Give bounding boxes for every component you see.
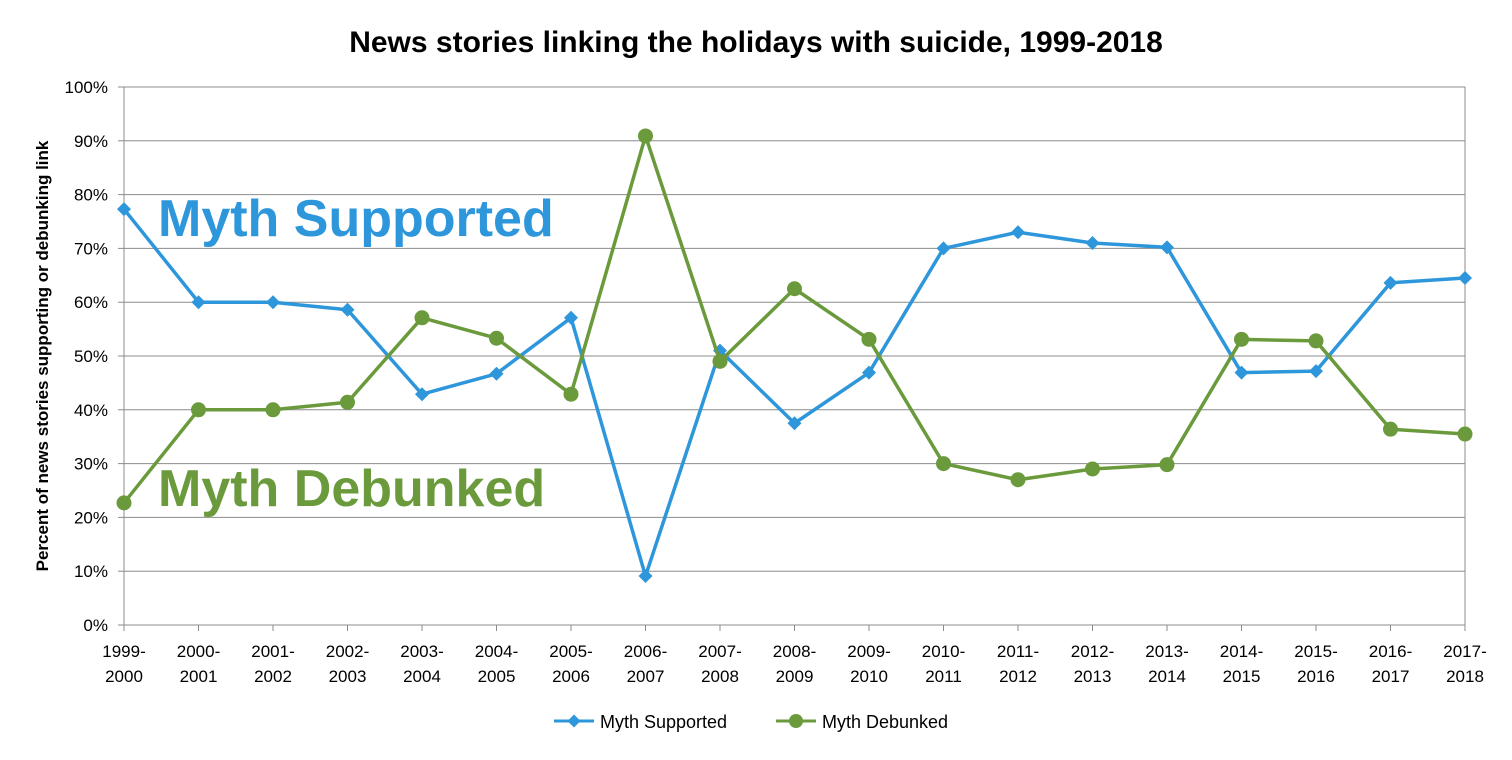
x-tick-label: 2000-2001 xyxy=(177,642,220,686)
data-point-myth-supported xyxy=(936,241,951,256)
series-line-myth-supported xyxy=(122,208,1466,578)
data-point-myth-supported xyxy=(1011,225,1025,240)
data-point-myth-debunked xyxy=(1457,426,1473,442)
data-point-myth-debunked xyxy=(340,394,355,410)
legend-item-myth-supported: Myth Supported xyxy=(554,712,727,732)
data-point-myth-supported xyxy=(1383,275,1398,290)
legend-label-myth-supported: Myth Supported xyxy=(600,712,727,732)
y-axis-label: Percent of news stories supporting or de… xyxy=(33,140,52,571)
x-tick-label: 2016-2017 xyxy=(1369,642,1412,686)
data-point-myth-debunked xyxy=(489,330,504,346)
y-tick-label: 100% xyxy=(65,78,108,97)
y-tick-label: 60% xyxy=(74,293,108,312)
legend: Myth Supported Myth Debunked xyxy=(554,712,948,732)
y-tick-label: 0% xyxy=(83,616,108,635)
y-tick-label: 70% xyxy=(74,239,108,258)
annotation-myth-debunked: Myth Debunked xyxy=(158,460,545,518)
y-tick-label: 90% xyxy=(74,132,108,151)
data-point-myth-supported xyxy=(638,569,653,584)
x-tick-label: 2013-2014 xyxy=(1145,642,1188,686)
series-myth-debunked xyxy=(116,128,1473,511)
data-point-myth-debunked xyxy=(1234,331,1249,347)
x-tick-label: 2017-2018 xyxy=(1443,642,1486,686)
data-point-myth-supported xyxy=(564,310,578,325)
x-tick-label: 2009-2010 xyxy=(847,642,890,686)
data-point-myth-debunked xyxy=(638,128,653,144)
legend-item-myth-debunked: Myth Debunked xyxy=(776,712,948,732)
series-myth-supported xyxy=(117,202,1472,584)
data-point-myth-supported xyxy=(266,295,280,310)
y-tick-label: 80% xyxy=(74,186,108,205)
series-layer xyxy=(116,128,1473,584)
data-point-myth-supported xyxy=(191,295,206,310)
x-axis: 1999-2000 2000-2001 2001-2002 2002-2003 2003… xyxy=(102,624,1487,686)
data-point-myth-supported xyxy=(340,302,355,317)
y-tick-label: 20% xyxy=(74,508,108,527)
x-tick-label: 2015-2016 xyxy=(1294,642,1337,686)
x-tick-label: 2002-2003 xyxy=(326,642,369,686)
y-axis: 0% 10% 20% 30% 40% 50% 60% 70% 80% 90% 100% xyxy=(65,78,124,635)
data-point-myth-supported xyxy=(489,366,504,381)
data-point-myth-debunked xyxy=(1010,472,1026,488)
annotation-myth-supported: Myth Supported xyxy=(158,190,554,248)
chart-title: News stories linking the holidays with s… xyxy=(349,26,1163,59)
data-point-myth-supported xyxy=(1309,364,1323,379)
gridlines xyxy=(124,140,1465,572)
x-tick-label: 2001-2002 xyxy=(251,642,294,686)
x-tick-label: 2006-2007 xyxy=(624,642,667,686)
legend-label-myth-debunked: Myth Debunked xyxy=(822,712,948,732)
y-tick-label: 40% xyxy=(74,401,108,420)
y-tick-label: 50% xyxy=(74,347,108,366)
data-point-myth-supported xyxy=(862,365,876,380)
y-tick-label: 10% xyxy=(74,562,108,581)
data-point-myth-supported xyxy=(787,416,802,431)
legend-diamond-marker xyxy=(567,714,581,728)
x-tick-label: 2011-2012 xyxy=(997,642,1039,686)
x-tick-label: 2008-2009 xyxy=(773,642,816,686)
data-point-myth-debunked xyxy=(1085,461,1100,477)
data-point-myth-supported xyxy=(1234,365,1249,380)
data-point-myth-debunked xyxy=(563,386,579,402)
x-tick-label: 2014-2015 xyxy=(1220,642,1263,686)
data-point-myth-debunked xyxy=(414,310,430,326)
y-tick-label: 30% xyxy=(74,455,108,474)
data-point-myth-supported xyxy=(415,387,429,402)
x-tick-label: 2005-2006 xyxy=(549,642,592,686)
data-point-myth-debunked xyxy=(116,495,132,511)
data-point-myth-supported xyxy=(117,202,131,217)
data-point-myth-debunked xyxy=(1159,457,1175,473)
data-point-myth-debunked xyxy=(861,331,877,347)
data-point-myth-debunked xyxy=(936,456,951,472)
x-tick-label: 2012-2013 xyxy=(1071,642,1114,686)
legend-circle-marker xyxy=(789,714,803,728)
data-point-myth-supported xyxy=(1160,240,1174,255)
x-tick-label: 2010-2011 xyxy=(922,642,965,686)
data-point-myth-debunked xyxy=(191,402,206,418)
data-point-myth-debunked xyxy=(787,281,802,297)
data-point-myth-debunked xyxy=(1383,421,1398,437)
x-tick-label: 2003-2004 xyxy=(400,642,443,686)
x-tick-label: 1999-2000 xyxy=(102,642,145,686)
x-tick-label: 2004-2005 xyxy=(475,642,518,686)
data-point-myth-debunked xyxy=(265,402,281,418)
data-point-myth-debunked xyxy=(712,353,728,369)
data-point-myth-debunked xyxy=(1308,333,1324,349)
data-point-myth-supported xyxy=(1085,236,1100,251)
data-point-myth-supported xyxy=(1458,270,1472,285)
x-tick-label: 2007-2008 xyxy=(698,642,741,686)
